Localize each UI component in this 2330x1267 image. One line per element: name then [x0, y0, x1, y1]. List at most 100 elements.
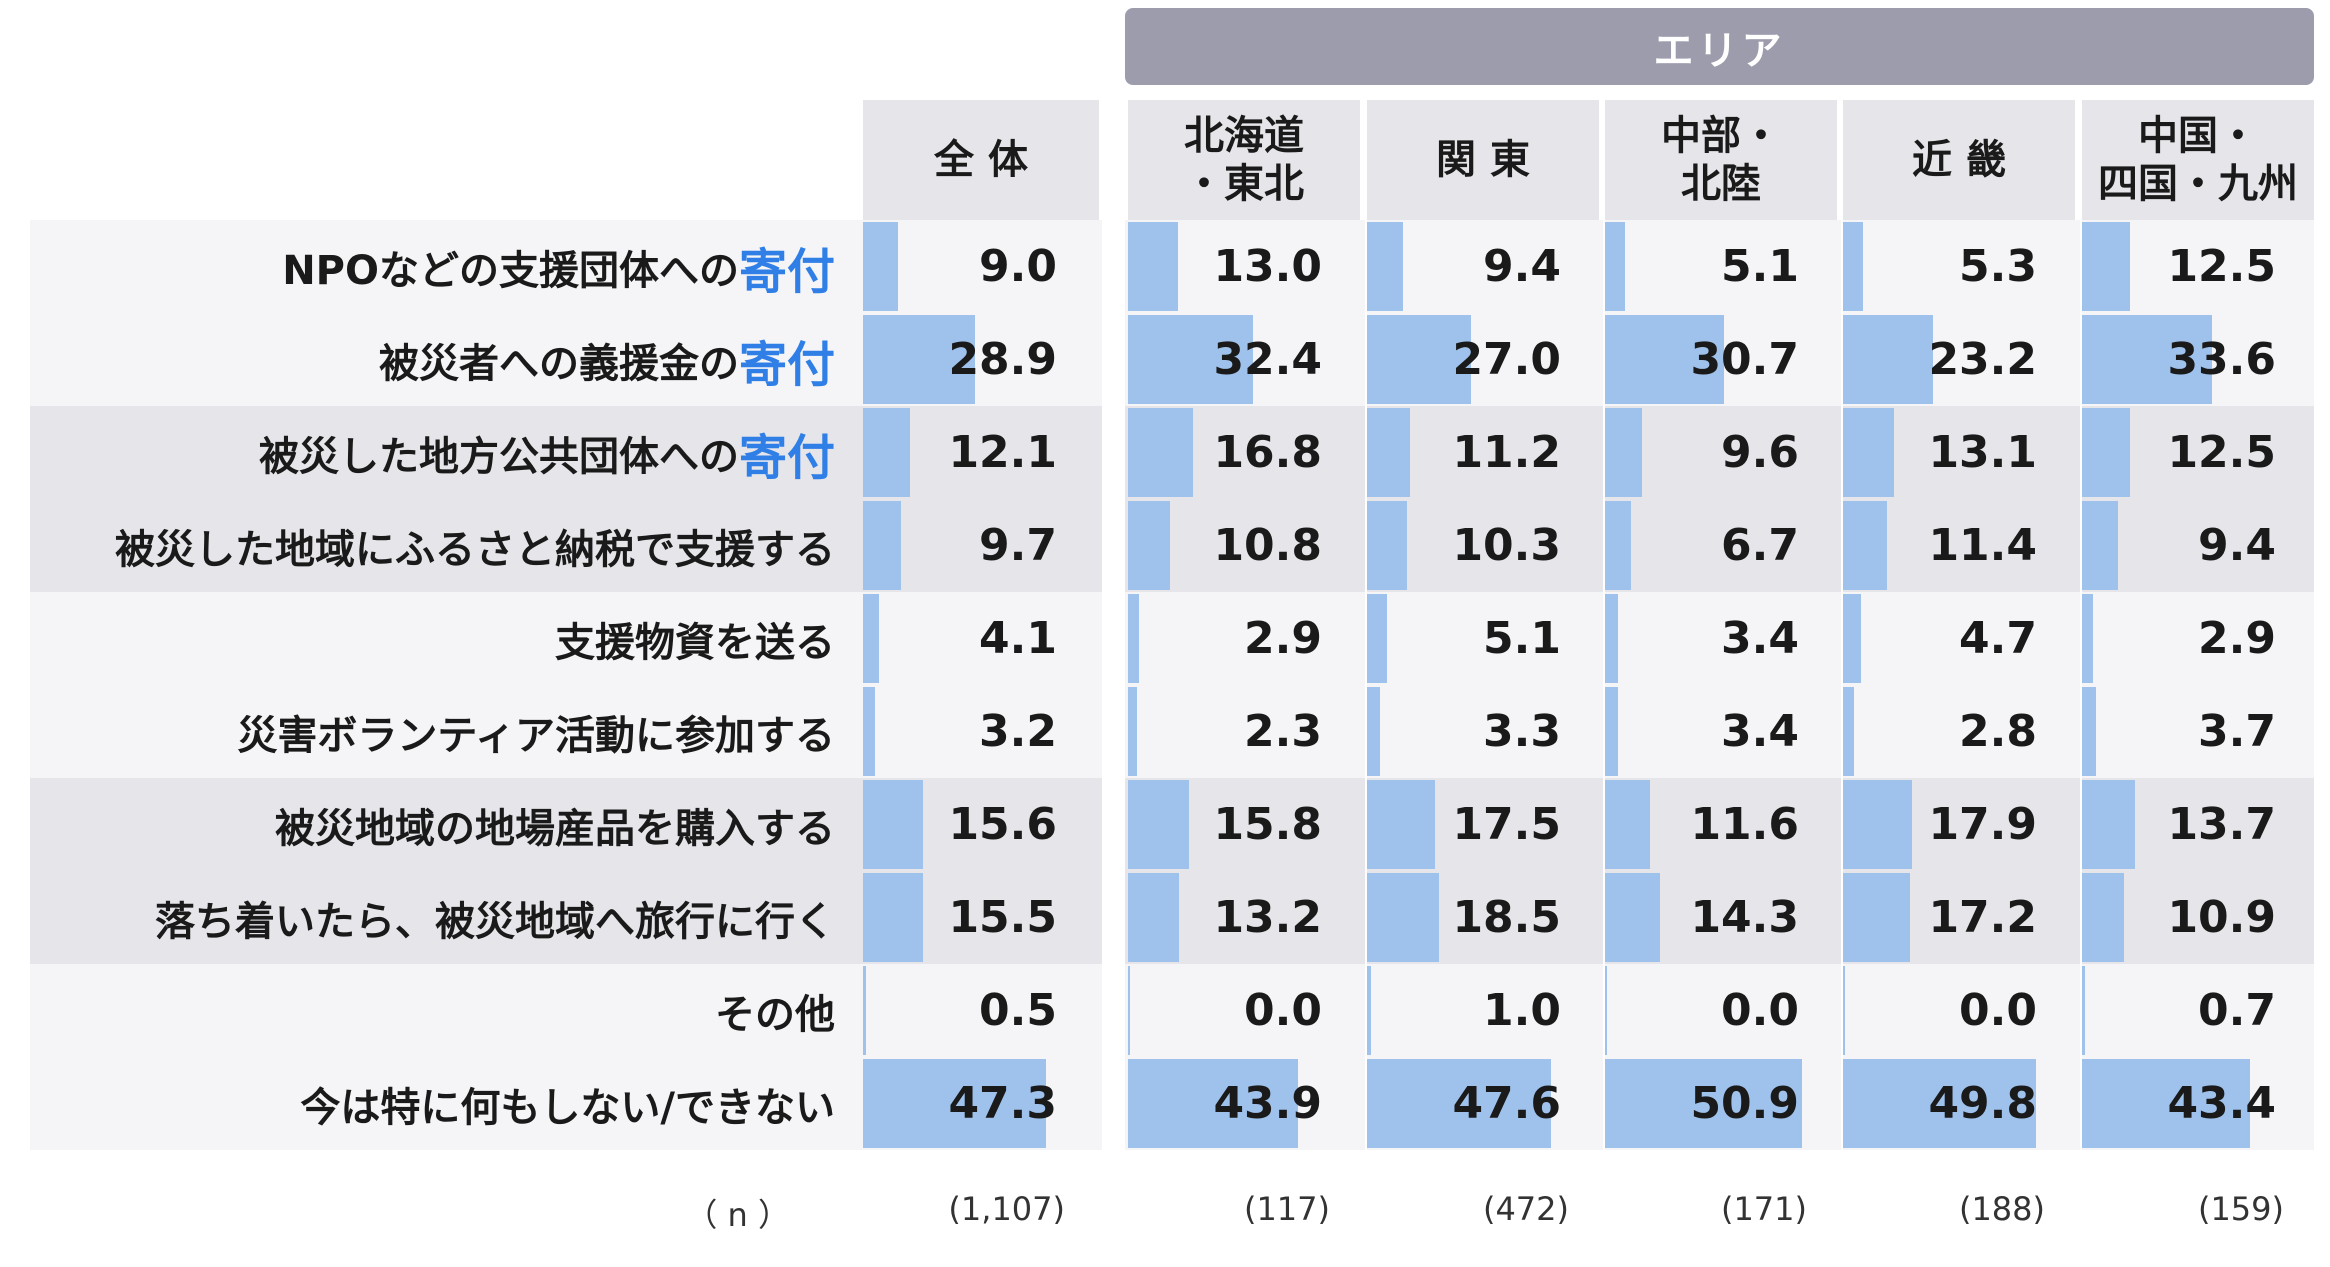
data-cell: 43.9 — [1128, 1057, 1360, 1150]
data-cell: 28.9 — [863, 313, 1095, 406]
bar — [2082, 966, 2085, 1055]
column-gap — [1102, 220, 1125, 1154]
data-cell: 17.2 — [1843, 871, 2075, 964]
bar — [1367, 687, 1380, 776]
bar — [1128, 966, 1130, 1055]
data-cell: 47.3 — [863, 1057, 1095, 1150]
data-label: 0.0 — [1244, 985, 1322, 1036]
n-value: (117) — [1243, 1190, 1330, 1228]
bar — [2082, 408, 2131, 497]
data-label: 10.8 — [1213, 520, 1322, 571]
data-cell: 9.4 — [1367, 220, 1599, 313]
data-label: 18.5 — [1452, 892, 1561, 943]
bar — [863, 1059, 1046, 1148]
bar — [1128, 1059, 1298, 1148]
data-cell: 15.5 — [863, 871, 1095, 964]
data-label: 5.1 — [1721, 241, 1799, 292]
data-label: 0.0 — [1721, 985, 1799, 1036]
data-cell: 10.3 — [1367, 499, 1599, 592]
bar — [1605, 315, 1724, 404]
row-label-highlight: 寄付 — [738, 429, 835, 486]
data-label: 15.6 — [948, 799, 1057, 850]
n-value: (188) — [1958, 1190, 2045, 1228]
column-divider — [2080, 100, 2082, 1154]
row-label: 今は特に何もしない/できない — [30, 1057, 835, 1150]
bar — [1367, 408, 1411, 497]
bar — [863, 222, 898, 311]
data-cell: 3.7 — [2082, 685, 2314, 778]
row-label-text: 被災地域の地場産品を購入する — [275, 805, 835, 852]
bar — [1367, 315, 1472, 404]
column-header: 近 畿 — [1843, 100, 2075, 220]
data-cell: 3.4 — [1605, 685, 1837, 778]
data-label: 17.9 — [1928, 799, 2037, 850]
bar — [1367, 873, 1439, 962]
data-label: 33.6 — [2167, 334, 2276, 385]
bar — [1128, 408, 1193, 497]
bar — [2082, 687, 2097, 776]
data-label: 2.9 — [1244, 613, 1322, 664]
bar — [2082, 780, 2135, 869]
data-cell: 49.8 — [1843, 1057, 2075, 1150]
data-cell: 5.1 — [1605, 220, 1837, 313]
n-value: (1,107) — [948, 1190, 1065, 1228]
data-label: 32.4 — [1213, 334, 1322, 385]
bar — [1843, 501, 1888, 590]
data-label: 13.7 — [2167, 799, 2276, 850]
bar — [1605, 966, 1607, 1055]
row-label: 落ち着いたら、被災地域へ旅行に行く — [30, 871, 835, 964]
row-band — [30, 499, 2314, 592]
data-cell: 10.9 — [2082, 871, 2314, 964]
bar — [863, 687, 876, 776]
data-cell: 3.3 — [1367, 685, 1599, 778]
data-label: 4.1 — [979, 613, 1057, 664]
row-label-text: 災害ボランティア活動に参加する — [237, 712, 835, 759]
data-cell: 3.2 — [863, 685, 1095, 778]
row-label-text: 被災者への義援金の — [378, 340, 739, 387]
column-divider — [1603, 100, 1605, 1154]
data-label: 13.2 — [1213, 892, 1322, 943]
bar — [1605, 501, 1631, 590]
data-cell: 17.5 — [1367, 778, 1599, 871]
bar — [1367, 222, 1404, 311]
row-label: 被災した地域にふるさと納税で支援する — [30, 499, 835, 592]
data-label: 47.6 — [1452, 1078, 1561, 1129]
bar — [1367, 501, 1407, 590]
data-cell: 12.1 — [863, 406, 1095, 499]
data-label: 27.0 — [1452, 334, 1561, 385]
data-cell: 0.7 — [2082, 964, 2314, 1057]
column-divider — [1841, 100, 1843, 1154]
bar — [1605, 408, 1643, 497]
row-label: NPOなどの支援団体への 寄付 — [30, 220, 835, 313]
row-label-text: 今は特に何もしない/できない — [300, 1084, 835, 1131]
bar — [1128, 873, 1180, 962]
data-cell: 12.5 — [2082, 220, 2314, 313]
data-label: 9.6 — [1721, 427, 1799, 478]
data-cell: 15.8 — [1128, 778, 1360, 871]
data-cell: 9.6 — [1605, 406, 1837, 499]
data-label: 11.6 — [1690, 799, 1799, 850]
data-cell: 6.7 — [1605, 499, 1837, 592]
row-label: 被災地域の地場産品を購入する — [30, 778, 835, 871]
row-label: 災害ボランティア活動に参加する — [30, 685, 835, 778]
bar — [2082, 594, 2094, 683]
data-cell: 23.2 — [1843, 313, 2075, 406]
bar — [1128, 222, 1179, 311]
data-label: 3.4 — [1721, 613, 1799, 664]
data-label: 6.7 — [1721, 520, 1799, 571]
data-label: 10.9 — [2167, 892, 2276, 943]
data-cell: 9.7 — [863, 499, 1095, 592]
bar — [1367, 780, 1435, 869]
data-label: 49.8 — [1928, 1078, 2037, 1129]
data-label: 13.0 — [1213, 241, 1322, 292]
data-cell: 2.3 — [1128, 685, 1360, 778]
row-label-highlight: 寄付 — [738, 336, 835, 393]
bar — [863, 873, 923, 962]
bar — [2082, 501, 2119, 590]
data-cell: 11.6 — [1605, 778, 1837, 871]
data-cell: 18.5 — [1367, 871, 1599, 964]
bar — [1843, 594, 1862, 683]
bar — [1843, 687, 1854, 776]
data-label: 9.0 — [979, 241, 1057, 292]
data-cell: 17.9 — [1843, 778, 2075, 871]
